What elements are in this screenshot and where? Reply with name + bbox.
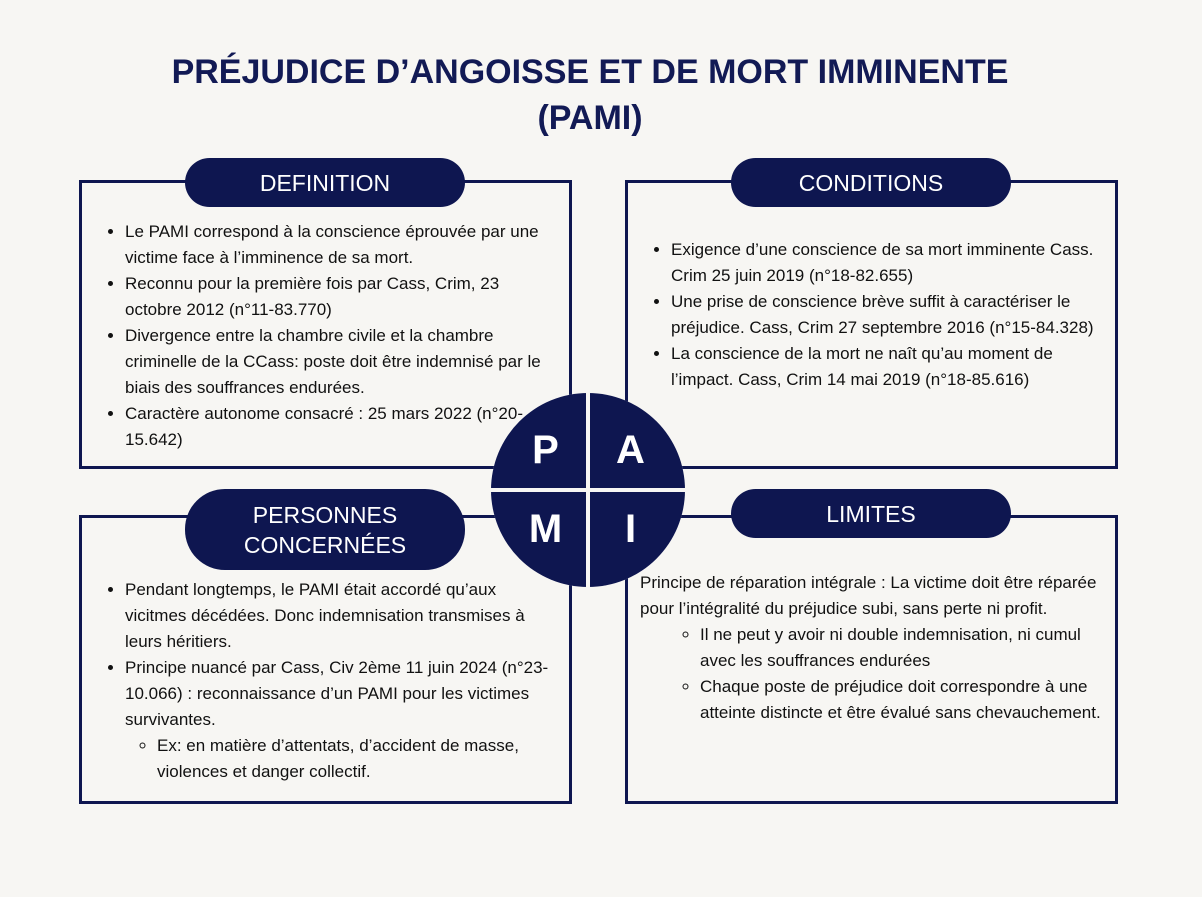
list-item: Pendant longtemps, le PAMI était accordé… (125, 577, 560, 655)
letter-p: P (491, 393, 586, 488)
sub-list-item: Chaque poste de préjudice doit correspon… (700, 674, 1110, 726)
list-item: Caractère autonome consacré : 25 mars 20… (125, 401, 560, 453)
definition-box (79, 180, 572, 469)
limites-box (625, 515, 1118, 804)
definition-content: Le PAMI correspond à la conscience éprou… (80, 219, 560, 453)
title-line-1: PRÉJUDICE D’ANGOISSE ET DE MORT IMMINENT… (171, 53, 1009, 91)
title-line-2: (PAMI) (537, 99, 643, 137)
list-item: Principe nuancé par Cass, Civ 2ème 11 ju… (125, 655, 560, 733)
list-item: La conscience de la mort ne naît qu’au m… (671, 341, 1106, 393)
sub-list-item: Il ne peut y avoir ni double indemnisati… (700, 622, 1110, 674)
conditions-header: CONDITIONS (731, 158, 1011, 207)
list-item: Une prise de conscience brève suffit à c… (671, 289, 1106, 341)
limites-header: LIMITES (731, 489, 1011, 538)
list-item: Reconnu pour la première fois par Cass, … (125, 271, 560, 323)
page-title: PRÉJUDICE D’ANGOISSE ET DE MORT IMMINENT… (0, 49, 1180, 141)
letter-m: M (491, 492, 586, 587)
personnes-content: Pendant longtemps, le PAMI était accordé… (80, 577, 560, 785)
definition-header: DEFINITION (185, 158, 465, 207)
conditions-content: Exigence d’une conscience de sa mort imm… (626, 237, 1106, 393)
list-item: Exigence d’une conscience de sa mort imm… (671, 237, 1106, 289)
letter-a: A (590, 393, 685, 488)
sub-list-item: Ex: en matière d’attentats, d’accident d… (157, 733, 560, 785)
list-item: Divergence entre la chambre civile et la… (125, 323, 560, 401)
list-item: Le PAMI correspond à la conscience éprou… (125, 219, 560, 271)
conditions-box (625, 180, 1118, 469)
limites-intro: Principe de réparation intégrale : La vi… (640, 573, 1097, 618)
personnes-header: PERSONNES CONCERNÉES (185, 489, 465, 570)
letter-i: I (590, 492, 685, 587)
pami-circle: P A M I (491, 393, 685, 587)
limites-content: Principe de réparation intégrale : La vi… (640, 570, 1110, 726)
